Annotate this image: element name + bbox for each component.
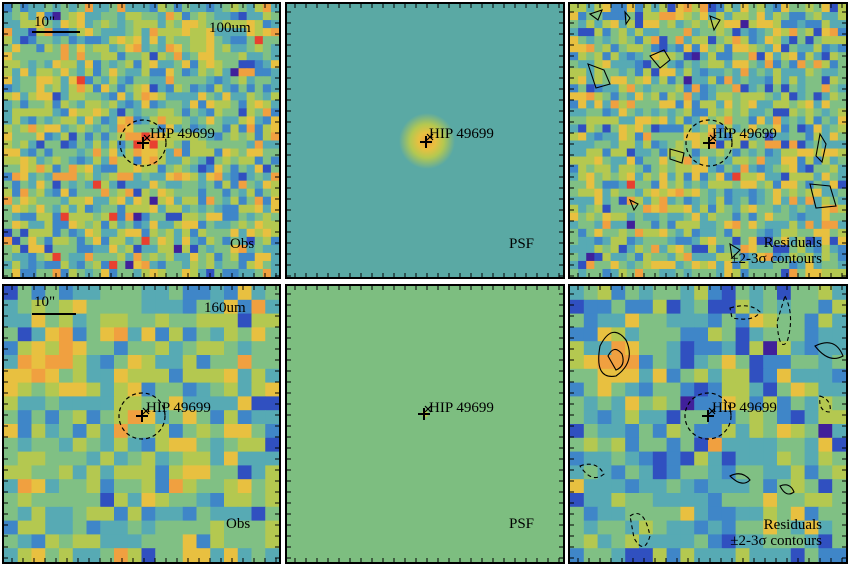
psf-label: PSF [509, 236, 535, 252]
obs-panel-160um: 10" 160um HIP 49699 Obs [2, 284, 281, 564]
target-marker [118, 392, 166, 440]
target-label: HIP 49699 [712, 126, 777, 142]
contour-label: ±2-3σ contours [730, 251, 822, 267]
axis-ticks [287, 4, 563, 277]
target-label: HIP 49699 [429, 126, 494, 142]
obs-map-160um [4, 286, 279, 562]
target-marker [684, 392, 732, 440]
residuals-panel-100um: HIP 49699 Residuals ±2-3σ contours [568, 2, 848, 279]
target-label: HIP 49699 [429, 400, 494, 416]
pixel-grid [4, 4, 279, 277]
target-marker [119, 119, 167, 167]
axis-ticks [4, 286, 279, 562]
axis-ticks [4, 4, 279, 277]
pixel-grid [4, 286, 279, 562]
pixel-grid [570, 4, 846, 277]
target-marker [418, 405, 432, 420]
psf-background [287, 286, 563, 562]
obs-label: Obs [230, 236, 255, 252]
axis-ticks [570, 4, 846, 277]
psf-panel-160um: HIP 49699 PSF [285, 284, 565, 564]
contour-lines [579, 294, 844, 548]
band-label: 100um [209, 20, 251, 36]
axis-ticks [287, 286, 563, 562]
target-label: HIP 49699 [150, 126, 215, 142]
psf-label: PSF [509, 516, 535, 532]
residuals-map-100um [570, 4, 846, 277]
contour-label: ±2-3σ contours [730, 533, 822, 549]
psf-map-100um [287, 4, 563, 277]
contour-lines [587, 9, 837, 260]
band-label: 160um [204, 300, 246, 316]
residuals-label: Residuals [763, 517, 822, 533]
residuals-map-160um [570, 286, 846, 562]
obs-map-100um [4, 4, 279, 277]
residuals-panel-160um: HIP 49699 Residuals ±2-3σ contours [568, 284, 848, 564]
target-label: HIP 49699 [712, 400, 777, 416]
target-marker [420, 133, 434, 148]
obs-label: Obs [226, 516, 251, 532]
obs-panel-100um: 10" 100um HIP 49699 Obs [2, 2, 281, 279]
scalebar-label: 10" [34, 14, 56, 30]
axis-ticks [570, 286, 846, 562]
pixel-grid [570, 286, 846, 562]
psf-map-160um [287, 286, 563, 562]
psf-panel-100um: HIP 49699 PSF [285, 2, 565, 279]
target-marker [685, 119, 733, 167]
residuals-label: Residuals [763, 235, 822, 251]
target-label: HIP 49699 [146, 400, 211, 416]
scalebar-label: 10" [34, 294, 56, 310]
